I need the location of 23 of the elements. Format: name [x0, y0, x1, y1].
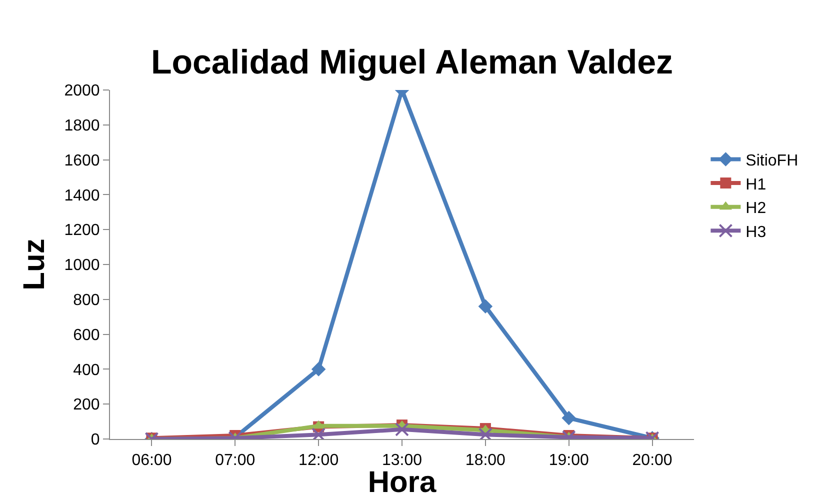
y-tick-label: 1800 [64, 118, 100, 134]
x-tick-label: 18:00 [465, 452, 506, 470]
legend-label: H2 [746, 200, 766, 218]
y-tick-label: 600 [73, 326, 100, 344]
y-tick-label: 400 [73, 362, 100, 379]
legend-label: SitioFH [746, 152, 798, 170]
y-tick-label: 1000 [64, 257, 100, 274]
x-tick-label: 20:00 [632, 452, 672, 470]
legend-label: H1 [746, 176, 766, 194]
y-tick-label: 200 [73, 396, 100, 414]
y-axis-title: Luz [18, 238, 52, 290]
y-tick-label: 1400 [64, 187, 100, 204]
y-tick-label: 800 [73, 292, 100, 309]
x-tick-label: 06:00 [132, 452, 172, 470]
y-tick-label: 0 [90, 432, 100, 449]
chart-title: Localidad Miguel Aleman Valdez [150, 44, 674, 82]
x-tick-label: 19:00 [548, 452, 589, 470]
legend-label: H3 [746, 224, 766, 241]
x-tick-label: 07:00 [215, 452, 256, 470]
y-tick-label: 2000 [64, 82, 100, 100]
x-tick-label: 12:00 [298, 452, 339, 470]
y-tick-label: 1600 [64, 152, 100, 170]
y-tick-label: 1200 [64, 222, 100, 240]
